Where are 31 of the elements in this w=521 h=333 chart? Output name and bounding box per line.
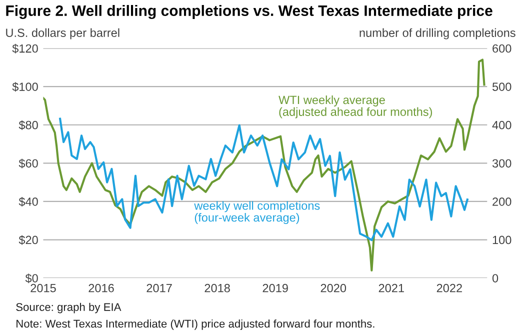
source-note: Source: graph by EIA [16,302,122,314]
x-tick-label: 2016 [88,284,114,292]
y2-tick-label: 0 [492,274,498,282]
line-series [59,118,468,242]
x-tick-label: 2022 [436,284,462,292]
y-tick-label: $120 [12,44,38,54]
x-tick-label: 2015 [30,284,56,292]
y-tick-label: $60 [18,158,38,168]
y-axis-title: U.S. dollars per barrel [6,28,120,40]
chart-title: Figure 2. Well drilling completions vs. West Texas Intermediate price [6,4,492,20]
x-tick-label: 2018 [204,284,230,292]
y2-tick-label: 100 [492,236,512,244]
y-tick-label: $0 [25,274,38,284]
y2-axis-title: number of drilling completions [360,28,516,40]
text: Note: West Texas Intermediate (WTI) price adjusted forward four months. [16,319,374,330]
x-tick-label: 2020 [320,284,346,292]
line-series [43,58,486,272]
y2-tick-label: 200 [492,198,512,206]
y2-tick-label: 500 [492,82,512,91]
x-tick-label: 2021 [378,284,404,292]
y-tick-label: $100 [12,82,38,92]
y2-tick-label: 400 [492,120,512,130]
y2-tick-label: 600 [492,44,512,53]
series-label: weekly well completions (four-week average) [194,201,320,224]
y-tick-label: $20 [18,235,38,245]
x-tick-label: 2017 [146,284,172,292]
series-label: WTI weekly average (adjusted ahead four months) [278,95,432,118]
y2-tick-label: 300 [492,159,512,168]
y-tick-label: $40 [18,197,38,207]
y-tick-label: $80 [18,120,38,130]
x-tick-label: 2019 [262,284,288,292]
